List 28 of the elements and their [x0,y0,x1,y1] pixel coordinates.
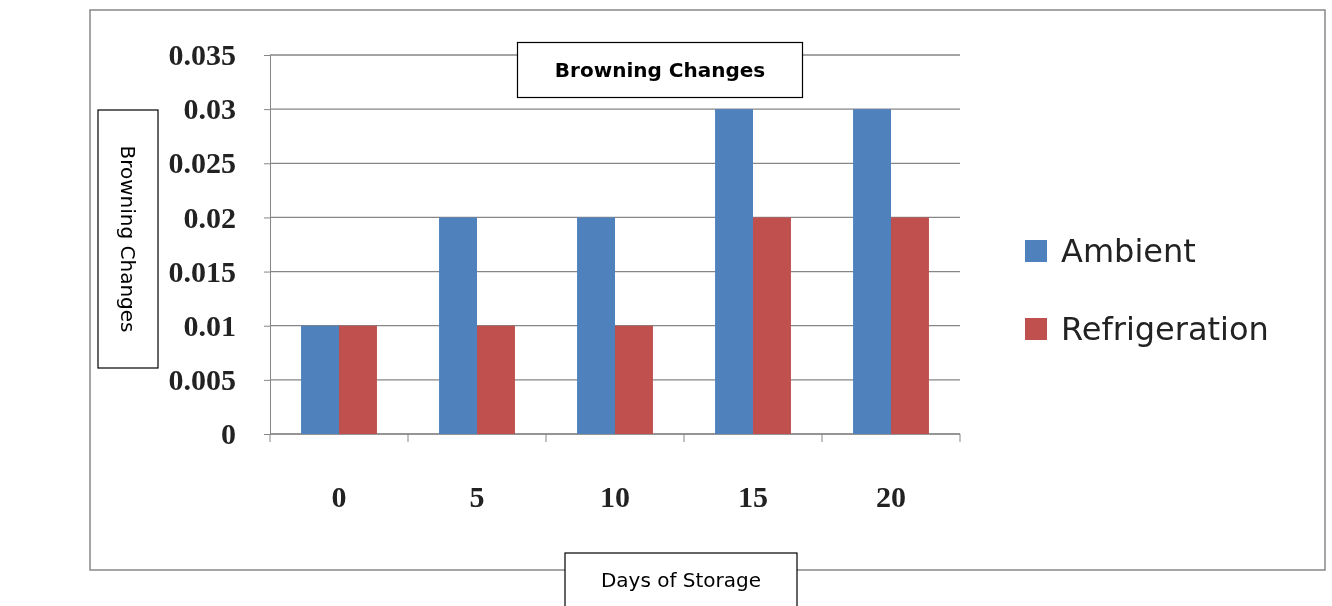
bar [439,217,477,434]
bar [301,325,339,434]
x-tick-label: 0 [331,480,347,514]
y-tick-label: 0.015 [168,254,236,288]
x-tick-label: 20 [876,480,906,514]
bar [339,325,377,434]
y-tick-label: 0.01 [183,308,236,342]
bar [753,217,791,434]
chart-title: Browning Changes [554,58,766,82]
bar [577,217,615,434]
y-tick-label: 0.025 [168,146,236,180]
bar [853,109,891,434]
legend-label: Refrigeration [1061,310,1269,348]
y-tick-label: 0 [221,417,236,451]
bar [615,325,653,434]
x-axis-title: Days of Storage [600,568,762,592]
bar [715,109,753,434]
y-tick-label: 0.03 [183,92,236,126]
bar [891,217,929,434]
bar [477,325,515,434]
x-tick-label: 10 [600,480,630,514]
y-tick-label: 0.02 [183,200,236,234]
x-tick-label: 5 [469,480,485,514]
legend-label: Ambient [1061,232,1196,270]
y-tick-label: 0.035 [168,38,236,72]
y-axis-title: Browning Changes [116,145,140,333]
y-tick-label: 0.005 [168,362,236,396]
x-tick-label: 15 [738,480,768,514]
